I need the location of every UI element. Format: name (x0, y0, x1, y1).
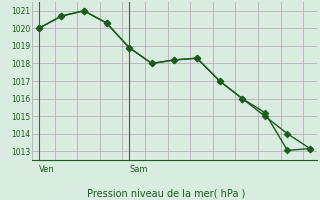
Text: Ven: Ven (39, 165, 54, 174)
Text: Sam: Sam (129, 165, 148, 174)
Text: Pression niveau de la mer( hPa ): Pression niveau de la mer( hPa ) (87, 188, 245, 198)
